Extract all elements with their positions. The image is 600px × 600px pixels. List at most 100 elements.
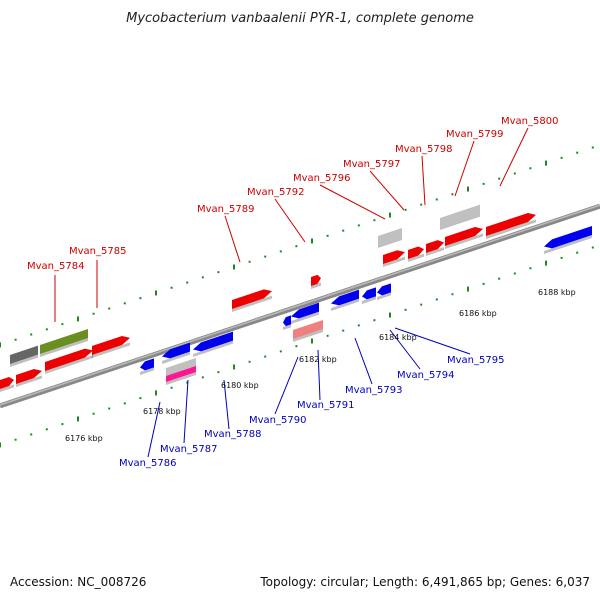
label-leader-lines (54, 127, 529, 458)
gene-arrow-j-shadow (362, 296, 376, 304)
gene-arrow-mvan-5799[interactable] (445, 227, 483, 249)
forward-leader-line (421, 155, 426, 206)
gene-box-dark-body (10, 345, 38, 364)
reverse-leader-line (183, 379, 189, 444)
gene-arrow-j[interactable] (362, 287, 376, 304)
gene-label-mvan-5800[interactable]: Mvan_5800 (501, 116, 558, 127)
gene-label-mvan-5796[interactable]: Mvan_5796 (293, 173, 350, 184)
reverse-leader-line (317, 349, 321, 401)
gene-arrow-a[interactable] (0, 376, 14, 392)
gene-arrow-f[interactable] (408, 246, 424, 262)
gene-arrow-mvan-5800[interactable] (486, 213, 536, 239)
gene-box-grey-c-body (166, 358, 196, 374)
reverse-leader-line (223, 379, 230, 430)
reverse-leader-line (394, 327, 471, 355)
gene-arrow-l[interactable] (544, 226, 592, 254)
gene-arrow-d[interactable] (92, 336, 130, 358)
gene-box-pink-shadow (166, 372, 196, 385)
gene-label-mvan-5785[interactable]: Mvan_5785 (69, 246, 126, 257)
gene-arrow-mvan-5792[interactable] (311, 274, 321, 289)
gene-arrow-d-body (92, 336, 130, 355)
gene-label-mvan-5790[interactable]: Mvan_5790 (249, 415, 306, 426)
gene-arrow-h[interactable] (162, 342, 190, 364)
gene-arrow-k[interactable] (377, 283, 391, 300)
gene-arrow-f-shadow (408, 253, 424, 262)
forward-leader-line (274, 198, 306, 243)
gene-box-grey-b-shadow (440, 213, 480, 230)
gene-arrow-i-body (283, 315, 291, 327)
gene-label-mvan-5787[interactable]: Mvan_5787 (160, 444, 217, 455)
upper-tick-ruler (0, 146, 594, 348)
forward-leader-line (499, 127, 529, 187)
gene-arrow-b-shadow (16, 375, 42, 387)
gene-box-salmon[interactable] (293, 320, 323, 342)
gene-arrow-mvan-5790[interactable] (291, 302, 319, 324)
gene-label-mvan-5798[interactable]: Mvan_5798 (395, 144, 452, 155)
gene-label-mvan-5795[interactable]: Mvan_5795 (447, 355, 504, 366)
gene-box-pink-body (166, 366, 196, 382)
gene-label-mvan-5792[interactable]: Mvan_5792 (247, 187, 304, 198)
tick-labels: 6176 kbp 6178 kbp 6180 kbp 6182 kbp 6184… (65, 288, 576, 443)
gene-arrow-c-shadow (45, 355, 93, 374)
lower-tick-ruler (0, 246, 594, 448)
gene-arrow-e[interactable] (383, 250, 405, 267)
gene-arrow-mvan-5793[interactable] (331, 289, 359, 311)
reverse-leader-line (147, 401, 161, 458)
gene-arrow-mvan-5800-body (486, 213, 536, 236)
gene-box-grey-b[interactable] (440, 204, 480, 230)
gene-arrow-g[interactable] (426, 240, 444, 256)
gene-box-salmon-body (293, 320, 323, 339)
gene-arrow-mvan-5788[interactable] (193, 331, 233, 357)
gene-arrow-d-shadow (92, 342, 130, 358)
forward-leader-line (224, 215, 241, 263)
gene-features (0, 204, 592, 392)
gene-arrow-k-shadow (377, 292, 391, 300)
gene-box-olive-body (40, 329, 88, 354)
gene-label-mvan-5791[interactable]: Mvan_5791 (297, 400, 354, 411)
gene-box-olive-shadow (40, 338, 88, 357)
gene-arrow-mvan-5786-shadow (140, 367, 154, 375)
gene-arrow-e-shadow (383, 256, 405, 267)
forward-leader-line (369, 170, 405, 211)
gene-arrow-i[interactable] (283, 315, 291, 330)
map-title: Mycobacterium vanbaalenii PYR-1, complet… (126, 11, 474, 26)
gene-arrow-mvan-5789[interactable] (232, 289, 272, 312)
gene-label-mvan-5797[interactable]: Mvan_5797 (343, 159, 400, 170)
gene-label-mvan-5786[interactable]: Mvan_5786 (119, 458, 176, 469)
gene-arrow-g-body (426, 240, 444, 253)
gene-arrow-mvan-5788-body (193, 331, 233, 352)
gene-arrow-mvan-5793-shadow (331, 298, 359, 311)
gene-arrow-b[interactable] (16, 369, 42, 387)
gene-arrow-c[interactable] (45, 348, 93, 374)
gene-box-grey-a[interactable] (378, 228, 402, 248)
reverse-leader-line (354, 337, 373, 385)
gene-box-dark[interactable] (10, 345, 38, 367)
gene-arrow-mvan-5786[interactable] (140, 358, 154, 375)
gene-label-mvan-5789[interactable]: Mvan_5789 (197, 204, 254, 215)
topology-text: Topology: circular; Length: 6,491,865 bp… (259, 575, 590, 589)
gene-arrow-l-shadow (544, 235, 592, 254)
gene-label-mvan-5793[interactable]: Mvan_5793 (345, 385, 402, 396)
gene-arrow-mvan-5793-body (331, 289, 359, 306)
gene-arrow-l-body (544, 226, 592, 249)
gene-arrow-g-shadow (426, 247, 444, 256)
reverse-leader-line (389, 329, 421, 370)
gene-label-mvan-5799[interactable]: Mvan_5799 (446, 129, 503, 140)
gene-box-olive[interactable] (40, 329, 88, 357)
reverse-leader-line (274, 356, 299, 415)
gene-label-mvan-5784[interactable]: Mvan_5784 (27, 261, 84, 272)
gene-arrow-mvan-5792-shadow (311, 282, 321, 289)
gene-label-mvan-5788[interactable]: Mvan_5788 (204, 429, 261, 440)
genome-backbone (0, 203, 600, 409)
gene-box-salmon-shadow (293, 329, 323, 342)
forward-leader-line (319, 184, 386, 220)
tick-label-6184: 6184 kbp (379, 333, 417, 342)
gene-arrow-e-body (383, 250, 405, 264)
forward-gene-labels: Mvan_5784 Mvan_5785 Mvan_5789 Mvan_5792 … (27, 116, 558, 272)
gene-box-pink[interactable] (166, 366, 196, 385)
forward-leader-line (454, 140, 475, 197)
gene-label-mvan-5794[interactable]: Mvan_5794 (397, 370, 454, 381)
tick-label-6180: 6180 kbp (221, 381, 259, 390)
